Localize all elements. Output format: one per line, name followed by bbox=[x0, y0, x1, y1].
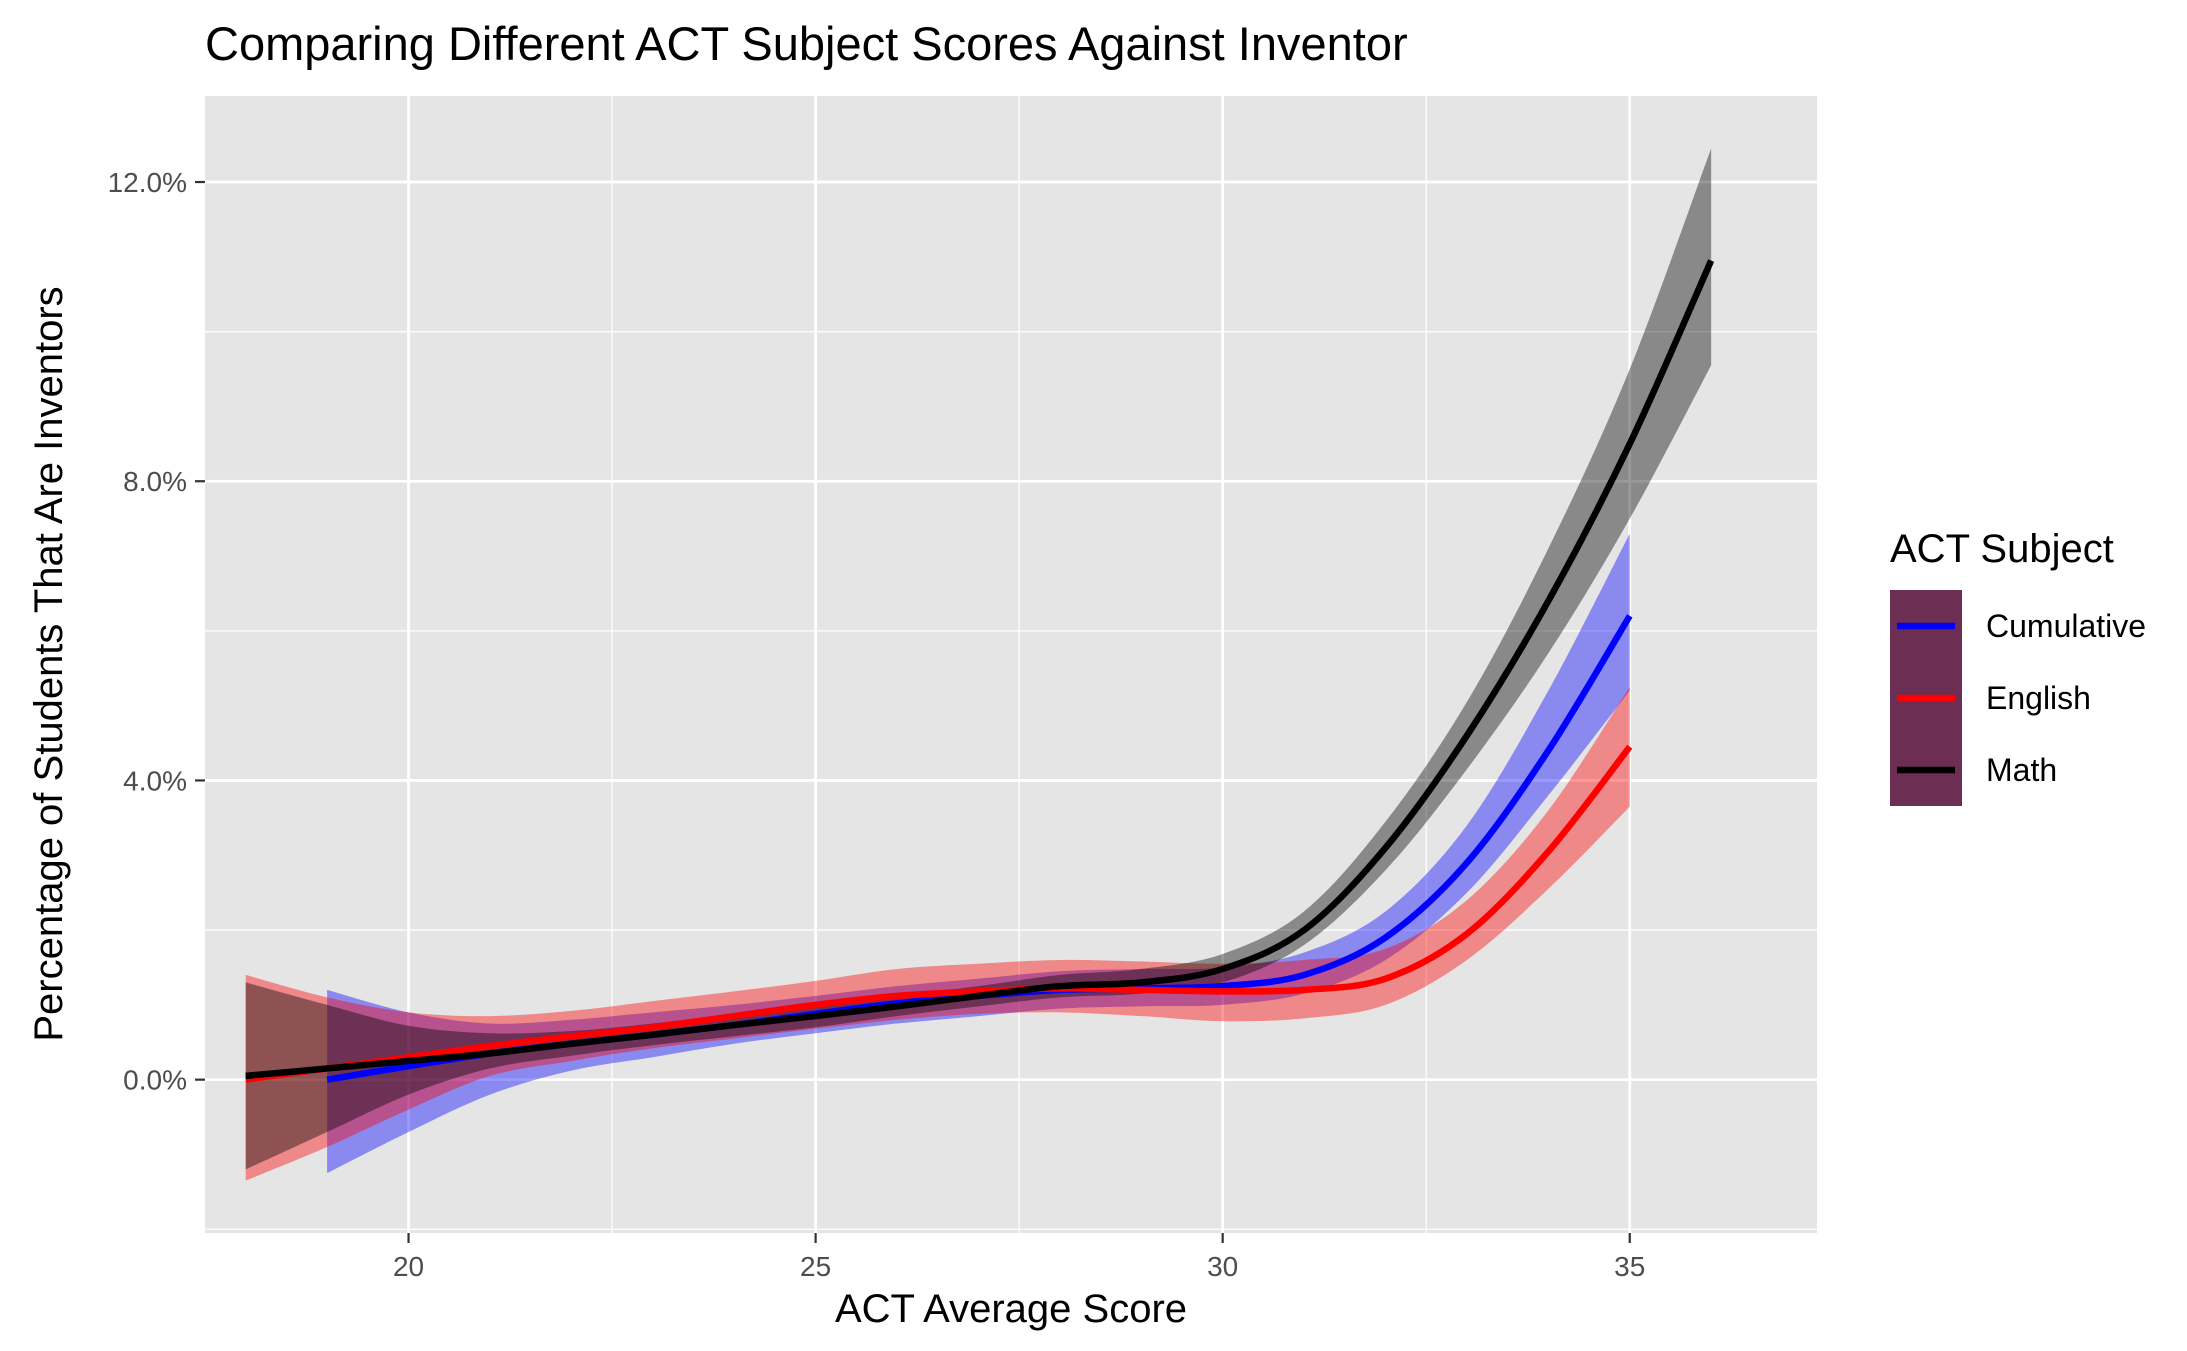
x-axis: 20 25 30 35 bbox=[393, 1233, 1645, 1282]
minor-gridlines bbox=[205, 96, 1817, 1233]
chart-title: Comparing Different ACT Subject Scores A… bbox=[205, 17, 1408, 70]
y-tick-label: 12.0% bbox=[108, 167, 187, 198]
x-tick-label: 30 bbox=[1207, 1251, 1238, 1282]
cumulative-confidence-band bbox=[327, 533, 1630, 1174]
y-tick-label: 8.0% bbox=[123, 466, 187, 497]
x-axis-title: ACT Average Score bbox=[835, 1287, 1187, 1331]
y-tick-label: 4.0% bbox=[123, 765, 187, 796]
y-tick-label: 0.0% bbox=[123, 1065, 187, 1096]
english-confidence-band bbox=[245, 686, 1630, 1181]
y-axis-title: Percentage of Students That Are Inventor… bbox=[27, 286, 71, 1041]
x-tick-label: 20 bbox=[393, 1251, 424, 1282]
y-axis: 0.0% 4.0% 8.0% 12.0% bbox=[108, 167, 205, 1096]
math-line bbox=[245, 259, 1715, 1080]
major-gridlines bbox=[205, 96, 1817, 1233]
series-lines bbox=[245, 259, 1715, 1083]
legend-title: ACT Subject bbox=[1890, 527, 2114, 571]
legend-label: English bbox=[1986, 680, 2091, 716]
english-line bbox=[245, 744, 1633, 1083]
x-tick-label: 25 bbox=[800, 1251, 831, 1282]
x-tick-label: 35 bbox=[1614, 1251, 1645, 1282]
legend: ACT Subject Cumulative English Math bbox=[1890, 527, 2146, 806]
legend-label: Cumulative bbox=[1986, 608, 2146, 644]
plot-panel bbox=[205, 96, 1817, 1233]
legend-label: Math bbox=[1986, 752, 2057, 788]
